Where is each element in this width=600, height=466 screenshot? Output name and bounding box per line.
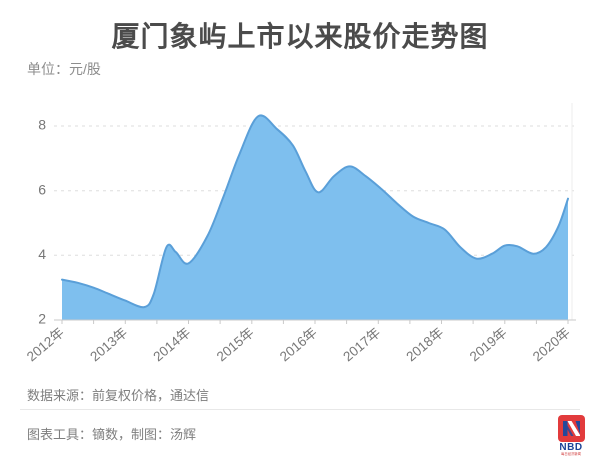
y-axis-tick-label: 6 [38, 181, 46, 197]
y-axis-tick-label: 2 [38, 311, 46, 327]
data-source-note: 数据来源：前复权价格，通达信 [27, 388, 210, 403]
price-area-fill [62, 115, 568, 320]
y-axis-tick-label: 8 [38, 117, 46, 133]
x-axis-tick-label: 2016年 [277, 325, 320, 364]
nbd-logo: NBD 每日经济新闻 [553, 415, 589, 459]
price-area-chart: 2 4 6 8 2012年 2013年 2014年 2015年 2016年 2017年 2018年 2… [24, 103, 576, 364]
footer-divider [20, 409, 580, 410]
x-axis-tick-label: 2014年 [150, 325, 193, 364]
x-axis-tick-label: 2017年 [340, 325, 383, 364]
x-axis-tick-label: 2020年 [530, 325, 573, 364]
price-line [61, 114, 569, 309]
x-axis-tick-label: 2012年 [24, 325, 67, 364]
x-axis-tick-label: 2013年 [87, 325, 130, 364]
nbd-logo-icon [557, 415, 585, 442]
x-axis-tick-label: 2015年 [214, 325, 257, 364]
nbd-logo-text: NBD [559, 442, 583, 453]
y-axis-tick-label: 4 [38, 246, 46, 262]
credits-note: 图表工具：镝数，制图：汤辉 [27, 427, 197, 442]
nbd-logo-subtext: 每日经济新闻 [561, 453, 581, 457]
unit-label: 单位：元/股 [27, 61, 101, 77]
x-axis-tick-label: 2018年 [403, 325, 446, 364]
page-title: 厦门象屿上市以来股价走势图 [111, 21, 489, 52]
x-axis-tick-label: 2019年 [467, 325, 510, 364]
